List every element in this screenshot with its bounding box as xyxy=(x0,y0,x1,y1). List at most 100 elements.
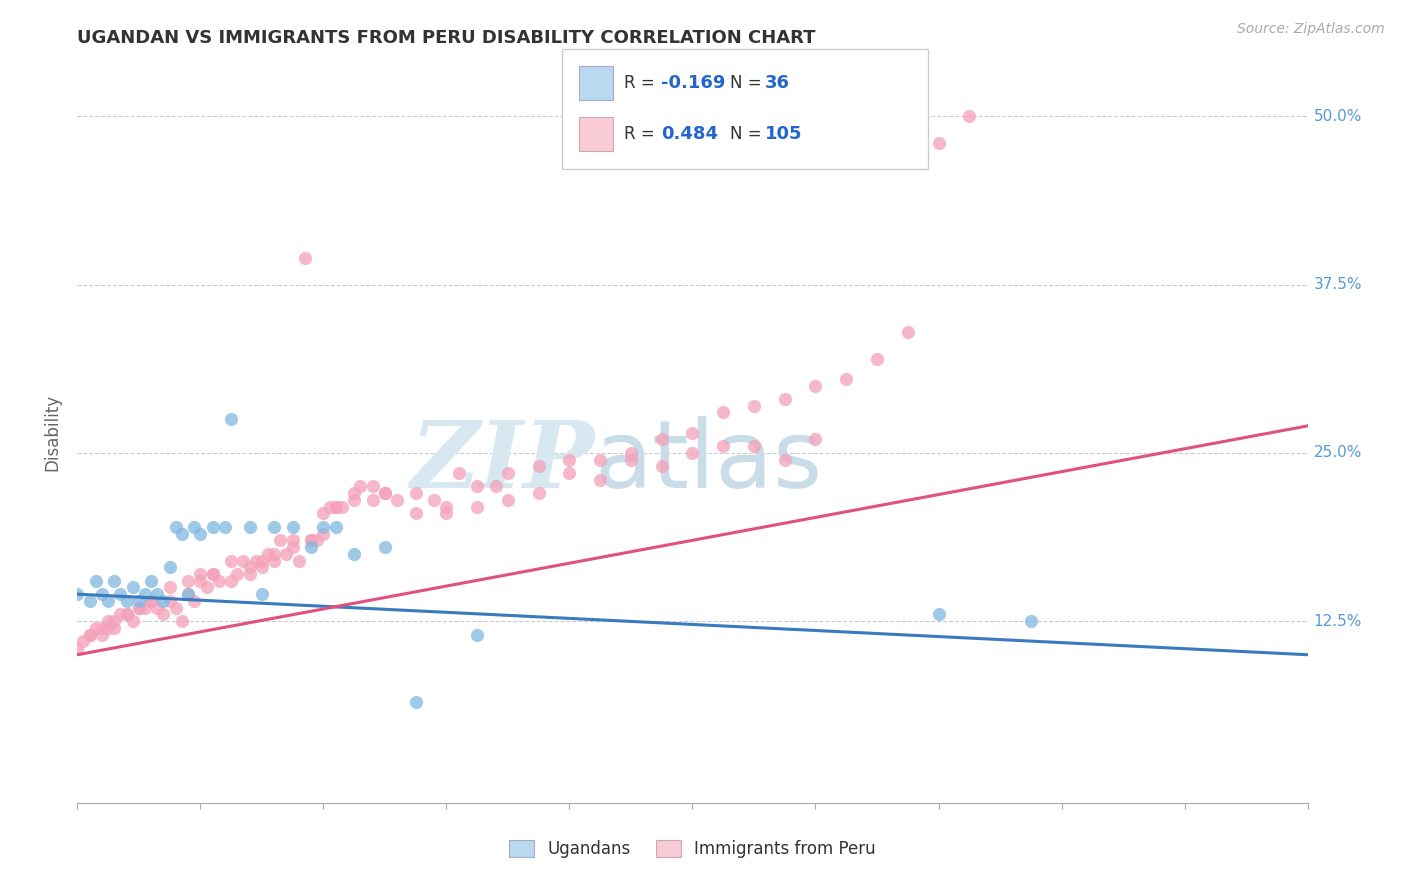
Text: 105: 105 xyxy=(765,125,803,143)
Point xyxy=(152,607,174,622)
Point xyxy=(103,621,125,635)
Point xyxy=(276,547,298,561)
Point xyxy=(110,607,132,622)
Point xyxy=(527,486,550,500)
Text: N =: N = xyxy=(730,125,766,143)
Point xyxy=(682,446,704,460)
Point xyxy=(405,486,427,500)
Point xyxy=(183,594,205,608)
Point xyxy=(232,553,254,567)
Point xyxy=(72,634,94,648)
Point xyxy=(465,627,488,641)
Point xyxy=(115,607,138,622)
Point xyxy=(374,540,396,554)
Point xyxy=(208,574,231,588)
Point xyxy=(141,594,163,608)
Point xyxy=(804,433,827,447)
Point xyxy=(177,574,200,588)
Point xyxy=(146,600,169,615)
Point xyxy=(589,452,612,467)
Point xyxy=(1019,614,1042,628)
Point xyxy=(250,587,273,601)
Point xyxy=(134,587,156,601)
Point xyxy=(711,439,734,453)
Point xyxy=(682,425,704,440)
Point xyxy=(263,547,285,561)
Point xyxy=(79,627,101,641)
Point xyxy=(66,640,89,655)
Point xyxy=(325,520,347,534)
Point xyxy=(897,325,920,339)
Point xyxy=(188,566,212,581)
Point xyxy=(103,614,125,628)
Point xyxy=(134,600,156,615)
Point xyxy=(928,607,950,622)
Point xyxy=(177,587,200,601)
Point xyxy=(804,378,827,392)
Point xyxy=(165,520,187,534)
Point xyxy=(128,594,150,608)
Point xyxy=(742,439,765,453)
Point xyxy=(84,621,107,635)
Point xyxy=(281,520,304,534)
Point xyxy=(219,574,242,588)
Point xyxy=(103,574,125,588)
Point xyxy=(110,587,132,601)
Point xyxy=(374,486,396,500)
Point xyxy=(527,459,550,474)
Point xyxy=(128,600,150,615)
Point xyxy=(239,566,262,581)
Point xyxy=(121,581,143,595)
Point xyxy=(188,574,212,588)
Point xyxy=(299,533,322,548)
Point xyxy=(866,351,889,366)
Point xyxy=(97,594,120,608)
Point xyxy=(159,594,181,608)
Point xyxy=(330,500,353,514)
Point xyxy=(325,500,347,514)
Point xyxy=(115,607,138,622)
Point xyxy=(281,533,304,548)
Point xyxy=(183,520,205,534)
Point xyxy=(742,399,765,413)
Point xyxy=(651,459,673,474)
Text: 12.5%: 12.5% xyxy=(1313,614,1362,629)
Point xyxy=(152,594,174,608)
Text: N =: N = xyxy=(730,74,766,92)
Point xyxy=(269,533,291,548)
Point xyxy=(558,452,581,467)
Point xyxy=(201,566,224,581)
Point xyxy=(250,560,273,574)
Text: R =: R = xyxy=(624,125,661,143)
Text: 25.0%: 25.0% xyxy=(1313,445,1362,460)
Point xyxy=(250,553,273,567)
Point xyxy=(299,540,322,554)
Point xyxy=(299,533,322,548)
Point xyxy=(343,486,366,500)
Point xyxy=(318,500,340,514)
Point xyxy=(66,587,89,601)
Point xyxy=(496,466,519,480)
Point xyxy=(121,614,143,628)
Point xyxy=(257,547,280,561)
Point xyxy=(465,500,488,514)
Point xyxy=(195,581,218,595)
Point xyxy=(177,587,200,601)
Point xyxy=(620,446,643,460)
Point xyxy=(141,574,163,588)
Point xyxy=(84,574,107,588)
Point xyxy=(343,547,366,561)
Point xyxy=(928,136,950,151)
Y-axis label: Disability: Disability xyxy=(44,394,62,471)
Point xyxy=(128,600,150,615)
Point xyxy=(219,412,242,426)
Point xyxy=(90,587,114,601)
Point xyxy=(165,600,187,615)
Point xyxy=(361,492,384,507)
Point xyxy=(294,251,316,265)
Point xyxy=(349,479,371,493)
Point xyxy=(711,405,734,419)
Point xyxy=(170,614,193,628)
Point xyxy=(219,553,242,567)
Point xyxy=(405,507,427,521)
